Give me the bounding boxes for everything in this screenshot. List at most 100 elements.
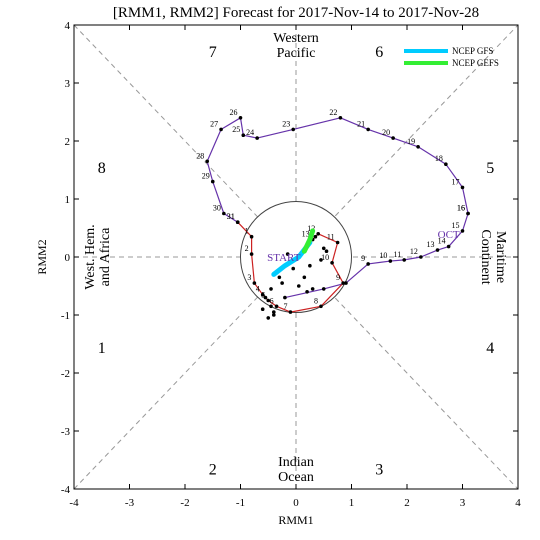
phase-label-8: 8: [98, 160, 106, 177]
series-line-nov: [237, 221, 344, 313]
legend-label-gefs: NCEP GEFS: [452, 58, 499, 68]
series-point: [235, 220, 240, 224]
legend-label-gfs: NCEP GFS: [452, 46, 493, 56]
series-point: [444, 162, 448, 166]
series-point: [344, 281, 348, 285]
ensemble-member-point: [280, 281, 284, 285]
day-label: 31: [227, 212, 235, 221]
series-point: [219, 127, 223, 132]
day-label: 19: [407, 137, 415, 146]
series-point: [319, 304, 323, 309]
ensemble-member-point: [296, 284, 301, 288]
day-label: 3: [247, 273, 251, 282]
ensemble-member-point: [305, 290, 309, 294]
day-label: 1: [245, 227, 249, 236]
series-point: [341, 281, 345, 285]
x-tick-label: 0: [293, 497, 299, 509]
day-label: 12: [410, 247, 418, 256]
day-label: 13: [427, 240, 435, 249]
day-label: 9: [361, 254, 365, 263]
y-tick-label: 4: [65, 20, 71, 32]
month-labels: OCT START: [267, 229, 460, 264]
chart-title: [RMM1, RMM2] Forecast for 2017-Nov-14 to…: [113, 5, 479, 21]
ensemble-member-point: [310, 287, 315, 291]
region-label-west-hem: West. Hem.: [83, 224, 98, 289]
x-tick-label: 1: [349, 497, 355, 509]
day-label: 7: [283, 302, 287, 311]
ensemble-member-point: [277, 275, 282, 280]
day-label: 11: [394, 250, 402, 259]
series-point: [260, 292, 265, 297]
series-point: [222, 211, 226, 216]
x-tick-label: -1: [236, 497, 245, 509]
day-label: 18: [435, 154, 443, 163]
series-point: [316, 232, 321, 236]
series-point: [210, 179, 215, 184]
series-line-oct: [206, 117, 469, 223]
day-label: 22: [329, 108, 337, 117]
series-point: [274, 304, 279, 309]
month-label-start: START: [267, 252, 301, 264]
day-label: 26: [230, 108, 238, 117]
legend: NCEP GFS NCEP GEFS: [404, 46, 499, 68]
series-point: [366, 262, 370, 266]
region-label-continent: Continent: [478, 229, 493, 284]
ensemble-member-point: [313, 234, 318, 239]
region-label-and-africa: and Africa: [98, 227, 113, 286]
day-label: 4: [256, 285, 260, 294]
day-label: 11: [327, 233, 335, 242]
series-point: [446, 244, 451, 249]
phase-label-3: 3: [375, 462, 383, 479]
day-label: 30: [213, 204, 221, 213]
series-point: [288, 310, 293, 314]
day-label: 2: [245, 244, 249, 253]
day-label: 20: [382, 128, 390, 137]
y-tick-label: 2: [65, 136, 71, 148]
diagonal-guide-line: [73, 24, 519, 490]
phase-label-6: 6: [375, 44, 383, 61]
x-tick-label: -4: [69, 497, 79, 509]
region-label-pacific: Pacific: [277, 46, 316, 61]
series-point: [335, 240, 340, 245]
series-point: [416, 145, 420, 149]
ensemble-member-point: [272, 310, 276, 314]
day-label: 15: [452, 221, 460, 230]
y-tick-label: -1: [61, 310, 70, 322]
series-point: [466, 211, 470, 216]
ensemble-member-point: [319, 258, 323, 262]
ensemble-member-point: [260, 307, 265, 312]
phase-label-1: 1: [98, 340, 106, 357]
x-tick-label: 2: [404, 497, 410, 509]
ensemble-member-point: [324, 249, 329, 253]
series-point: [330, 261, 334, 265]
diagonal-guide-line: [73, 24, 519, 490]
ensemble-member-point: [266, 316, 271, 320]
series-point: [249, 252, 254, 256]
series-point: [391, 136, 395, 140]
series-point: [266, 298, 271, 303]
y-tick-label: -3: [61, 426, 71, 438]
y-tick-label: 1: [65, 194, 71, 206]
series-point: [366, 127, 370, 132]
ensemble-member-point: [285, 252, 290, 256]
day-label: 10: [321, 253, 329, 262]
series-point: [388, 259, 393, 263]
ensemble-member-point: [272, 313, 276, 317]
series-point: [402, 258, 407, 262]
region-labels: Western Pacific Indian Ocean West. Hem. …: [83, 31, 508, 485]
phase-label-7: 7: [209, 44, 217, 61]
series-point: [291, 127, 296, 132]
day-label: 12: [307, 224, 315, 233]
day-label: 24: [246, 128, 254, 137]
y-tick-label: 3: [65, 78, 71, 90]
day-label: 13: [302, 230, 310, 239]
phase-label-4: 4: [486, 340, 494, 357]
day-label: 23: [282, 119, 290, 128]
day-label: 14: [438, 237, 446, 246]
day-label: 29: [202, 172, 210, 181]
day-label: 28: [196, 151, 204, 160]
day-label: 5: [261, 291, 265, 300]
day-label: 21: [357, 119, 365, 128]
